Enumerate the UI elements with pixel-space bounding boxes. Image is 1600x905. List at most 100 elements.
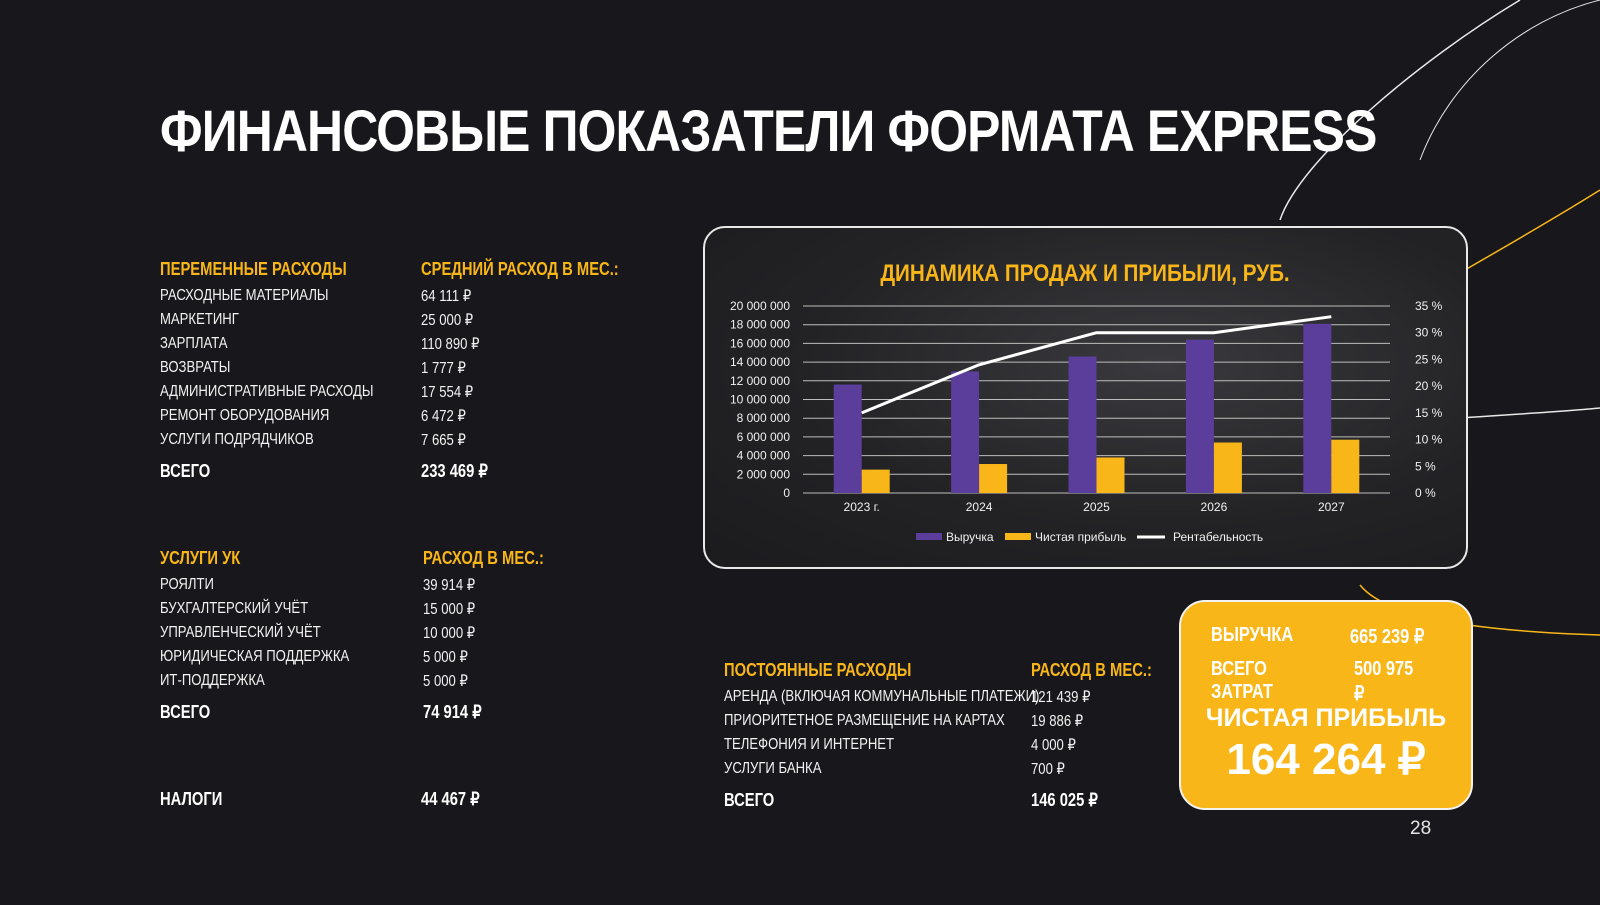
summary-revenue-value: 665 239 ₽: [1350, 626, 1425, 648]
variable-total: ВСЕГО 233 469 ₽: [160, 456, 662, 486]
sales-profit-chart: ДИНАМИКА ПРОДАЖ И ПРИБЫЛИ, РУБ. 0 2 000 00…: [703, 226, 1468, 569]
right-tick-label: 35 %: [1415, 299, 1443, 313]
uk-item-label: РОЯЛТИ: [160, 576, 214, 593]
bar-profit: [1096, 457, 1125, 493]
page-title: ФИНАНСОВЫЕ ПОКАЗАТЕЛИ ФОРМАТА EXPRESS: [160, 99, 1377, 164]
bar-profit: [979, 464, 1008, 493]
variable-item-value: 6 472 ₽: [421, 408, 466, 425]
left-tick-label: 20 000 000: [730, 299, 790, 313]
page-number: 28: [1410, 818, 1432, 839]
fixed-row: АРЕНДА (ВКЛЮЧАЯ КОММУНАЛЬНЫЕ ПЛАТЕЖИ) 121…: [724, 685, 1178, 709]
left-tick-label: 2 000 000: [737, 467, 791, 481]
fixed-row: УСЛУГИ БАНКА 700 ₽: [724, 757, 1178, 781]
variable-item-label: РАСХОДНЫЕ МАТЕРИАЛЫ: [160, 287, 329, 304]
left-tick-label: 0: [783, 486, 790, 500]
variable-item-label: УСЛУГИ ПОДРЯДЧИКОВ: [160, 431, 314, 448]
legend-revenue-swatch: [916, 533, 942, 540]
variable-item-value: 1 777 ₽: [421, 360, 466, 377]
bar-revenue: [1185, 339, 1214, 493]
chart-canvas: ДИНАМИКА ПРОДАЖ И ПРИБЫЛИ, РУБ. 0 2 000 00…: [730, 260, 1443, 544]
uk-header-value: РАСХОД В МЕС.:: [423, 547, 544, 568]
legend-profit-swatch: [1005, 533, 1031, 540]
right-tick-label: 0 %: [1415, 486, 1436, 500]
variable-row: АДМИНИСТРАТИВНЫЕ РАСХОДЫ 17 554 ₽: [160, 380, 662, 404]
left-tick-label: 10 000 000: [730, 393, 790, 407]
uk-total-label: ВСЕГО: [160, 701, 211, 722]
variable-header-value: СРЕДНИЙ РАСХОД В МЕС.:: [421, 258, 619, 279]
left-tick-label: 18 000 000: [730, 318, 790, 332]
variable-item-value: 110 890 ₽: [421, 336, 480, 353]
variable-row: ВОЗВРАТЫ 1 777 ₽: [160, 356, 662, 380]
chart-title: ДИНАМИКА ПРОДАЖ И ПРИБЫЛИ, РУБ.: [880, 260, 1289, 287]
variable-header-label: ПЕРЕМЕННЫЕ РАСХОДЫ: [160, 258, 347, 279]
uk-header-label: УСЛУГИ УК: [160, 547, 241, 568]
variable-expenses: ПЕРЕМЕННЫЕ РАСХОДЫ СРЕДНИЙ РАСХОД В МЕС.…: [160, 254, 662, 486]
x-tick-label: 2024: [966, 500, 993, 514]
fixed-row: ПРИОРИТЕТНОЕ РАЗМЕЩЕНИЕ НА КАРТАХ 19 886 …: [724, 709, 1178, 733]
variable-row: РАСХОДНЫЕ МАТЕРИАЛЫ 64 111 ₽: [160, 284, 662, 308]
left-tick-label: 4 000 000: [737, 449, 791, 463]
x-tick-label: 2023 г.: [844, 500, 880, 514]
uk-item-value: 39 914 ₽: [423, 577, 476, 594]
left-tick-label: 6 000 000: [737, 430, 791, 444]
variable-item-value: 64 111 ₽: [421, 288, 472, 305]
bar-revenue: [1068, 356, 1097, 493]
variable-item-label: МАРКЕТИНГ: [160, 311, 239, 328]
variable-item-value: 25 000 ₽: [421, 312, 474, 329]
uk-item-value: 5 000 ₽: [423, 673, 468, 690]
fixed-item-value: 121 439 ₽: [1031, 689, 1091, 706]
uk-row: ИТ-ПОДДЕРЖКА 5 000 ₽: [160, 669, 570, 693]
uk-services: УСЛУГИ УК РАСХОД В МЕС.: РОЯЛТИ 39 914 ₽ Б…: [160, 543, 570, 727]
fixed-item-label: АРЕНДА (ВКЛЮЧАЯ КОММУНАЛЬНЫЕ ПЛАТЕЖИ): [724, 688, 1040, 705]
variable-row: ЗАРПЛАТА 110 890 ₽: [160, 332, 662, 356]
uk-row: ЮРИДИЧЕСКАЯ ПОДДЕРЖКА 5 000 ₽: [160, 645, 570, 669]
bar-revenue: [1303, 323, 1332, 493]
taxes-label: НАЛОГИ: [160, 788, 223, 809]
uk-item-label: ЮРИДИЧЕСКАЯ ПОДДЕРЖКА: [160, 648, 350, 665]
summary-profit-value: 164 264 ₽: [1226, 735, 1426, 784]
right-tick-label: 20 %: [1415, 379, 1443, 393]
fixed-row: ТЕЛЕФОНИЯ И ИНТЕРНЕТ 4 000 ₽: [724, 733, 1178, 757]
variable-item-value: 17 554 ₽: [421, 384, 474, 401]
uk-item-label: УПРАВЛЕНЧЕСКИЙ УЧЁТ: [160, 624, 321, 641]
summary-profit-label: ЧИСТАЯ ПРИБЫЛЬ: [1205, 704, 1447, 732]
uk-item-label: БУХГАЛТЕРСКИЙ УЧЁТ: [160, 600, 309, 617]
right-tick-label: 5 %: [1415, 459, 1436, 473]
right-tick-label: 30 %: [1415, 326, 1443, 340]
variable-item-label: АДМИНИСТРАТИВНЫЕ РАСХОДЫ: [160, 383, 374, 400]
uk-item-label: ИТ-ПОДДЕРЖКА: [160, 672, 265, 689]
line-profitability: [861, 315, 1332, 415]
fixed-header-label: ПОСТОЯННЫЕ РАСХОДЫ: [724, 659, 912, 680]
bar-revenue: [951, 371, 980, 493]
variable-row: МАРКЕТИНГ 25 000 ₽: [160, 308, 662, 332]
fixed-item-label: УСЛУГИ БАНКА: [724, 760, 822, 777]
right-tick-label: 15 %: [1415, 406, 1443, 420]
uk-total: ВСЕГО 74 914 ₽: [160, 697, 570, 727]
fixed-total: ВСЕГО 146 025 ₽: [724, 785, 1178, 815]
uk-item-value: 5 000 ₽: [423, 649, 468, 666]
summary-revenue-label: ВЫРУЧКА: [1211, 624, 1294, 646]
legend-profit-label: Чистая прибыль: [1035, 530, 1126, 544]
fixed-item-label: ТЕЛЕФОНИЯ И ИНТЕРНЕТ: [724, 736, 895, 753]
taxes-value: 44 467 ₽: [421, 788, 480, 809]
fixed-expenses: ПОСТОЯННЫЕ РАСХОДЫ РАСХОД В МЕС.: АРЕНДА…: [724, 655, 1178, 815]
fixed-total-value: 146 025 ₽: [1031, 789, 1098, 810]
variable-total-label: ВСЕГО: [160, 460, 211, 481]
fixed-header: ПОСТОЯННЫЕ РАСХОДЫ РАСХОД В МЕС.:: [724, 655, 1178, 685]
summary-costs-label: ВСЕГО ЗАТРАТ: [1211, 658, 1273, 703]
variable-item-label: ВОЗВРАТЫ: [160, 359, 231, 376]
left-tick-label: 14 000 000: [730, 355, 790, 369]
x-tick-label: 2027: [1318, 500, 1345, 514]
variable-row: УСЛУГИ ПОДРЯДЧИКОВ 7 665 ₽: [160, 428, 662, 452]
left-tick-label: 12 000 000: [730, 374, 790, 388]
variable-total-value: 233 469 ₽: [421, 460, 488, 481]
right-tick-label: 10 %: [1415, 433, 1443, 447]
legend-revenue-label: Выручка: [946, 530, 994, 544]
x-tick-label: 2026: [1201, 500, 1228, 514]
variable-header: ПЕРЕМЕННЫЕ РАСХОДЫ СРЕДНИЙ РАСХОД В МЕС.…: [160, 254, 662, 284]
bar-revenue: [833, 384, 862, 493]
variable-item-label: ЗАРПЛАТА: [160, 335, 228, 352]
uk-list: РОЯЛТИ 39 914 ₽ БУХГАЛТЕРСКИЙ УЧЁТ 15 000 ₽…: [160, 573, 570, 693]
fixed-item-value: 19 886 ₽: [1031, 713, 1084, 730]
fixed-list: АРЕНДА (ВКЛЮЧАЯ КОММУНАЛЬНЫЕ ПЛАТЕЖИ) 121…: [724, 685, 1178, 781]
